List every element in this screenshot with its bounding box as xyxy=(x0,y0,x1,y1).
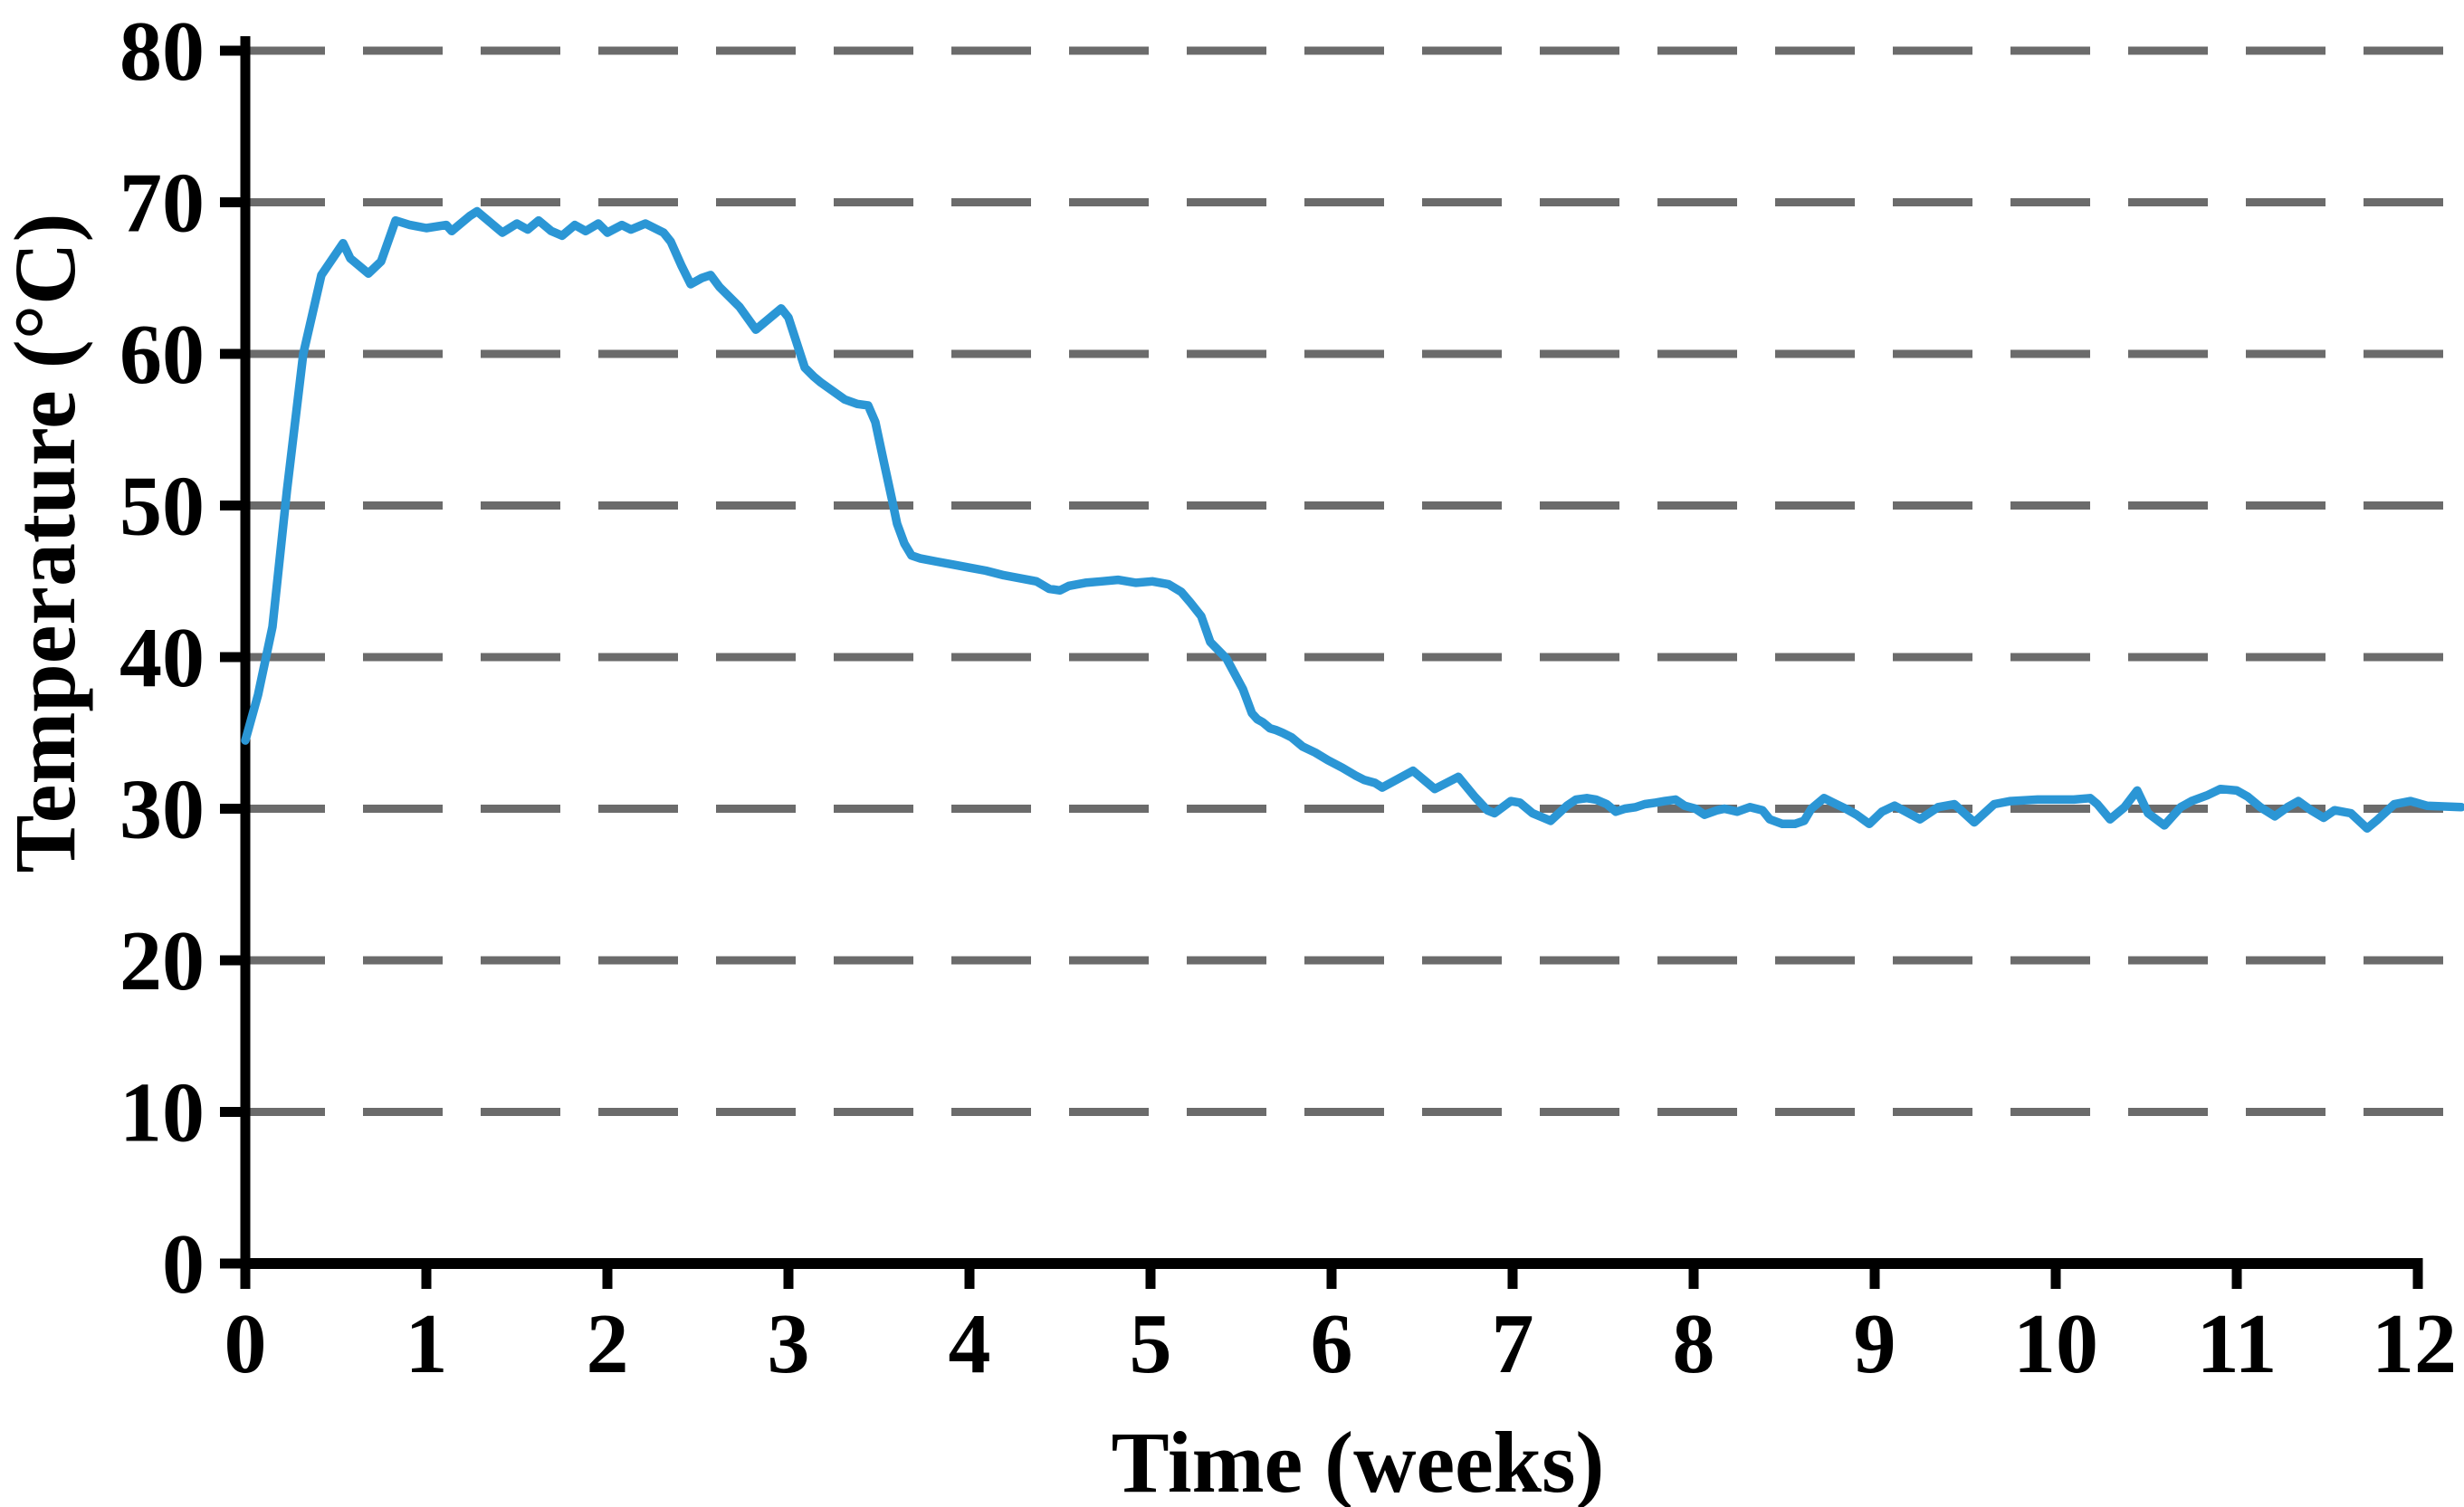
x-tick-label-12: 12 xyxy=(2372,1297,2457,1391)
y-tick-label-0: 0 xyxy=(162,1217,205,1311)
y-tick-label-70: 70 xyxy=(119,157,205,251)
x-tick-label-3: 3 xyxy=(768,1297,810,1391)
gridlines xyxy=(245,46,2464,1116)
x-tick-label-7: 7 xyxy=(1492,1297,1534,1391)
temperature-series-line xyxy=(241,206,2464,834)
x-tick-label-2: 2 xyxy=(587,1297,629,1391)
y-axis-title: Temperature (°C) xyxy=(0,214,93,873)
y-tick-label-30: 30 xyxy=(119,763,205,857)
x-tick-label-8: 8 xyxy=(1673,1297,1715,1391)
y-tick-label-60: 60 xyxy=(119,308,205,402)
y-tick-label-20: 20 xyxy=(119,914,205,1008)
x-tick-label-1: 1 xyxy=(406,1297,448,1391)
x-tick-label-5: 5 xyxy=(1130,1297,1172,1391)
x-tick-label-6: 6 xyxy=(1311,1297,1353,1391)
x-axis-title: Time (weeks) xyxy=(1112,1414,1605,1507)
x-tick-label-11: 11 xyxy=(2197,1297,2278,1391)
y-axis-tick-labels: 0 10 20 30 40 50 60 70 80 xyxy=(119,5,205,1311)
y-tick-label-50: 50 xyxy=(119,460,205,554)
x-tick-label-0: 0 xyxy=(224,1297,267,1391)
x-tick-label-10: 10 xyxy=(2013,1297,2098,1391)
y-tick-label-10: 10 xyxy=(119,1066,205,1160)
x-axis-tick-labels: 0 1 2 3 4 5 6 7 8 9 10 11 12 xyxy=(224,1297,2458,1391)
y-tick-label-40: 40 xyxy=(119,611,205,705)
y-tick-label-80: 80 xyxy=(119,5,205,99)
x-tick-label-9: 9 xyxy=(1854,1297,1896,1391)
x-tick-label-4: 4 xyxy=(949,1297,991,1391)
